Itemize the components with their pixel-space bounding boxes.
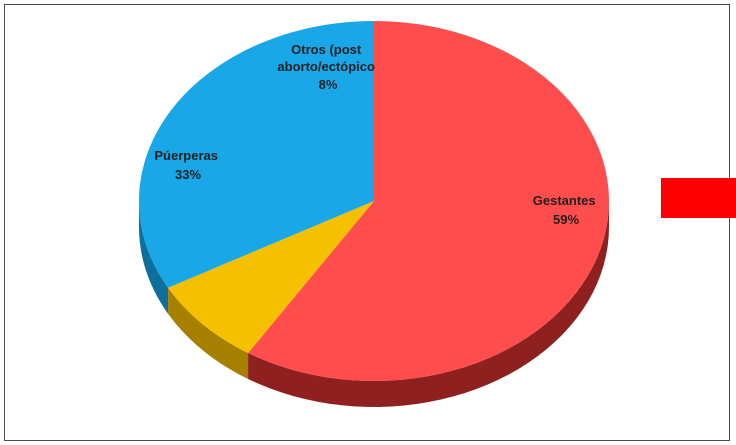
label-gestantes-name: Gestantes xyxy=(533,193,596,208)
label-gestantes-value: 59% xyxy=(553,212,579,227)
label-otros: Otros (post aborto/ectópico 8% xyxy=(277,42,378,92)
pie-side-0 xyxy=(248,201,609,407)
label-otros-value: 8% xyxy=(319,77,338,92)
label-puerperas: Púerperas 33% xyxy=(154,148,221,182)
pie-slice-2 xyxy=(138,21,374,288)
label-puerperas-name: Púerperas xyxy=(154,148,218,163)
label-gestantes: Gestantes 59% xyxy=(533,193,600,227)
label-otros-line1: Otros (post xyxy=(291,42,362,57)
pie-top-layer xyxy=(138,21,609,382)
pie-side-2 xyxy=(139,201,169,314)
pie-slice-1 xyxy=(168,201,374,353)
pie-side-layer xyxy=(139,201,609,407)
side-red-marker xyxy=(661,178,736,218)
pie-side-1 xyxy=(168,287,249,379)
label-otros-line2: aborto/ectópico xyxy=(277,59,375,74)
label-puerperas-value: 33% xyxy=(175,167,201,182)
pie-slice-0 xyxy=(248,21,609,382)
